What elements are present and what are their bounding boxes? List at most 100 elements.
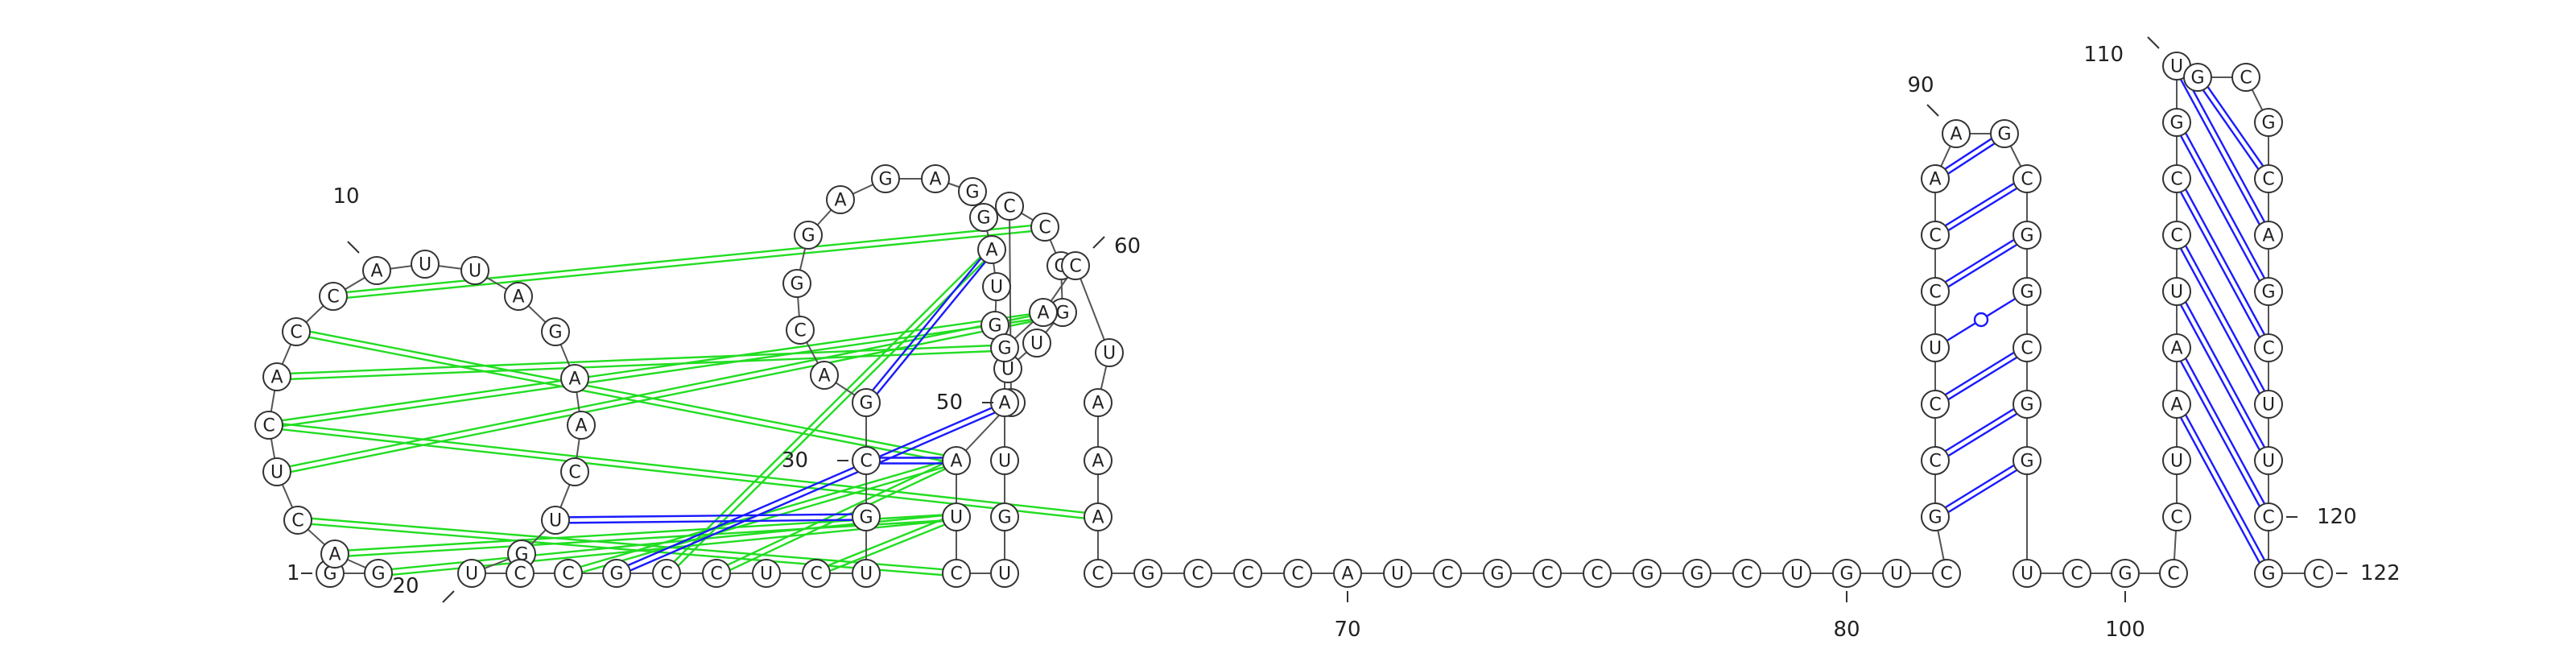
nucleotide-121: G <box>2254 559 2283 588</box>
svg-text:G: G <box>371 564 385 585</box>
svg-text:G: G <box>1690 564 1703 585</box>
nucleotide-83: G <box>1921 502 1950 531</box>
svg-text:U: U <box>270 463 283 483</box>
svg-text:C: C <box>1069 257 1081 277</box>
nucleotide-79: U <box>1782 559 1811 588</box>
position-label-80: 80 <box>1833 618 1860 642</box>
nucleotide-103: U <box>2162 446 2191 475</box>
svg-text:U: U <box>1790 564 1803 585</box>
stem-base-pair-line <box>1933 344 2026 403</box>
nucleotide-49: C <box>995 192 1024 221</box>
nucleotide-69: C <box>1283 559 1312 588</box>
nucleotide-45: U <box>1022 329 1051 358</box>
stem-base-pair-line <box>2194 78 2268 181</box>
noncanonical-interaction-line <box>333 229 1046 300</box>
nucleotide-32: A <box>810 361 839 390</box>
svg-text:C: C <box>2170 226 2182 246</box>
svg-text:C: C <box>1241 564 1253 585</box>
nucleotide-63: A <box>1084 446 1113 475</box>
nucleotide-122: C <box>2304 559 2333 588</box>
nucleotide-42: U <box>982 272 1011 301</box>
svg-text:A: A <box>1950 125 1962 145</box>
nucleotide-58: G <box>990 333 1019 362</box>
nucleotide-95: C <box>2013 333 2041 362</box>
svg-text:G: G <box>2020 283 2033 303</box>
svg-text:A: A <box>985 241 997 261</box>
base-pair-line <box>863 247 991 402</box>
stem-base-pair-line <box>1933 175 2026 234</box>
nucleotide-60: C <box>1061 251 1090 280</box>
stem-base-pair-line <box>2178 233 2273 403</box>
position-label-60: 60 <box>1114 234 1141 258</box>
nucleotide-88: C <box>1921 221 1950 250</box>
svg-text:U: U <box>2170 283 2183 303</box>
svg-text:C: C <box>262 416 275 436</box>
base-pair-layer <box>555 64 2273 577</box>
stem-base-pair-line <box>2173 236 2267 407</box>
noncanonical-interaction-line <box>296 328 957 459</box>
nucleotide-15: A <box>560 364 589 393</box>
nucleotide-29: G <box>852 502 881 531</box>
stem-base-pair-line <box>1936 236 2029 296</box>
nucleotide-86: U <box>1921 333 1950 362</box>
svg-text:A: A <box>370 262 382 282</box>
nucleotide-34: G <box>782 269 811 298</box>
svg-text:U: U <box>760 564 773 585</box>
nucleotide-97: G <box>2013 446 2041 475</box>
nucleotide-51: A <box>942 446 971 475</box>
nucleotide-23: G <box>602 559 631 588</box>
nucleotide-38: A <box>921 164 950 193</box>
svg-text:U: U <box>419 255 431 275</box>
nucleotide-114: C <box>2254 164 2283 193</box>
svg-text:C: C <box>327 287 339 308</box>
nucleotide-52: U <box>942 502 971 531</box>
nucleotide-39: G <box>958 177 987 206</box>
nucleotide-62: A <box>1084 388 1113 417</box>
svg-text:U: U <box>990 278 1003 298</box>
svg-text:C: C <box>950 564 962 585</box>
stem-base-pair-line <box>2178 120 2273 291</box>
svg-text:C: C <box>1441 564 1453 585</box>
svg-text:G: G <box>878 170 892 190</box>
svg-text:A: A <box>1092 508 1104 528</box>
nucleotide-53: C <box>942 559 971 588</box>
nucleotide-6: C <box>254 411 283 440</box>
svg-text:C: C <box>514 564 526 585</box>
svg-text:C: C <box>2170 508 2182 528</box>
nucleotide-7: A <box>262 362 291 391</box>
nucleotide-67: C <box>1183 559 1212 588</box>
base-pair-line <box>615 399 1011 572</box>
svg-text:G: G <box>2261 564 2275 585</box>
nucleotide-59: A <box>1029 298 1058 327</box>
noncanonical-interaction-line <box>277 314 1063 476</box>
svg-text:G: G <box>1997 125 2011 145</box>
svg-text:G: G <box>1928 508 1942 528</box>
svg-text:G: G <box>1490 564 1504 585</box>
svg-text:G: G <box>2261 114 2275 134</box>
svg-text:C: C <box>794 321 806 341</box>
svg-text:U: U <box>860 564 873 585</box>
svg-text:C: C <box>2312 564 2324 585</box>
stem-base-pair-line <box>1936 180 2029 239</box>
nucleotide-75: C <box>1583 559 1612 588</box>
svg-text:C: C <box>1092 564 1104 585</box>
svg-text:G: G <box>1055 304 1069 324</box>
position-tick <box>442 590 455 603</box>
svg-text:C: C <box>1929 283 1941 303</box>
svg-text:U: U <box>549 511 562 531</box>
svg-text:C: C <box>1591 564 1603 585</box>
svg-text:G: G <box>1141 564 1154 585</box>
position-label-10: 10 <box>332 184 359 209</box>
base-pair-line <box>555 513 866 519</box>
nucleotide-94: G <box>2013 277 2041 306</box>
nucleotide-5: U <box>262 457 291 486</box>
nucleotide-112: C <box>2231 63 2260 92</box>
svg-text:G: G <box>859 508 873 528</box>
stem-base-pair-line <box>1933 400 2026 460</box>
svg-text:C: C <box>1541 564 1553 585</box>
noncanonical-interaction-line <box>335 519 957 558</box>
nucleotide-101: C <box>2159 559 2188 588</box>
nucleotide-55: G <box>990 502 1019 531</box>
svg-text:C: C <box>860 452 872 472</box>
nucleotide-119: U <box>2254 446 2283 475</box>
